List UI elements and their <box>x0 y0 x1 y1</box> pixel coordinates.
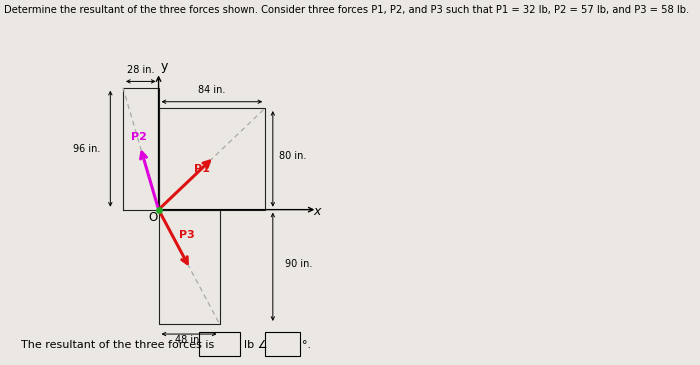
Text: 28 in.: 28 in. <box>127 65 155 74</box>
Text: °.: °. <box>302 340 312 350</box>
Text: lb ∠: lb ∠ <box>244 340 267 350</box>
Text: 48 in.: 48 in. <box>175 335 203 345</box>
Text: P1: P1 <box>194 164 210 173</box>
Text: O: O <box>148 211 158 224</box>
Text: P3: P3 <box>179 230 195 239</box>
Text: P2: P2 <box>131 132 146 142</box>
Text: 84 in.: 84 in. <box>198 85 225 95</box>
Text: 96 in.: 96 in. <box>73 144 100 154</box>
Text: 80 in.: 80 in. <box>279 151 307 161</box>
Text: x: x <box>314 205 321 218</box>
Text: 90 in.: 90 in. <box>284 259 312 269</box>
Text: The resultant of the three forces is: The resultant of the three forces is <box>21 340 214 350</box>
Text: Determine the resultant of the three forces shown. Consider three forces P1, P2,: Determine the resultant of the three for… <box>4 5 689 15</box>
Text: y: y <box>161 60 169 73</box>
